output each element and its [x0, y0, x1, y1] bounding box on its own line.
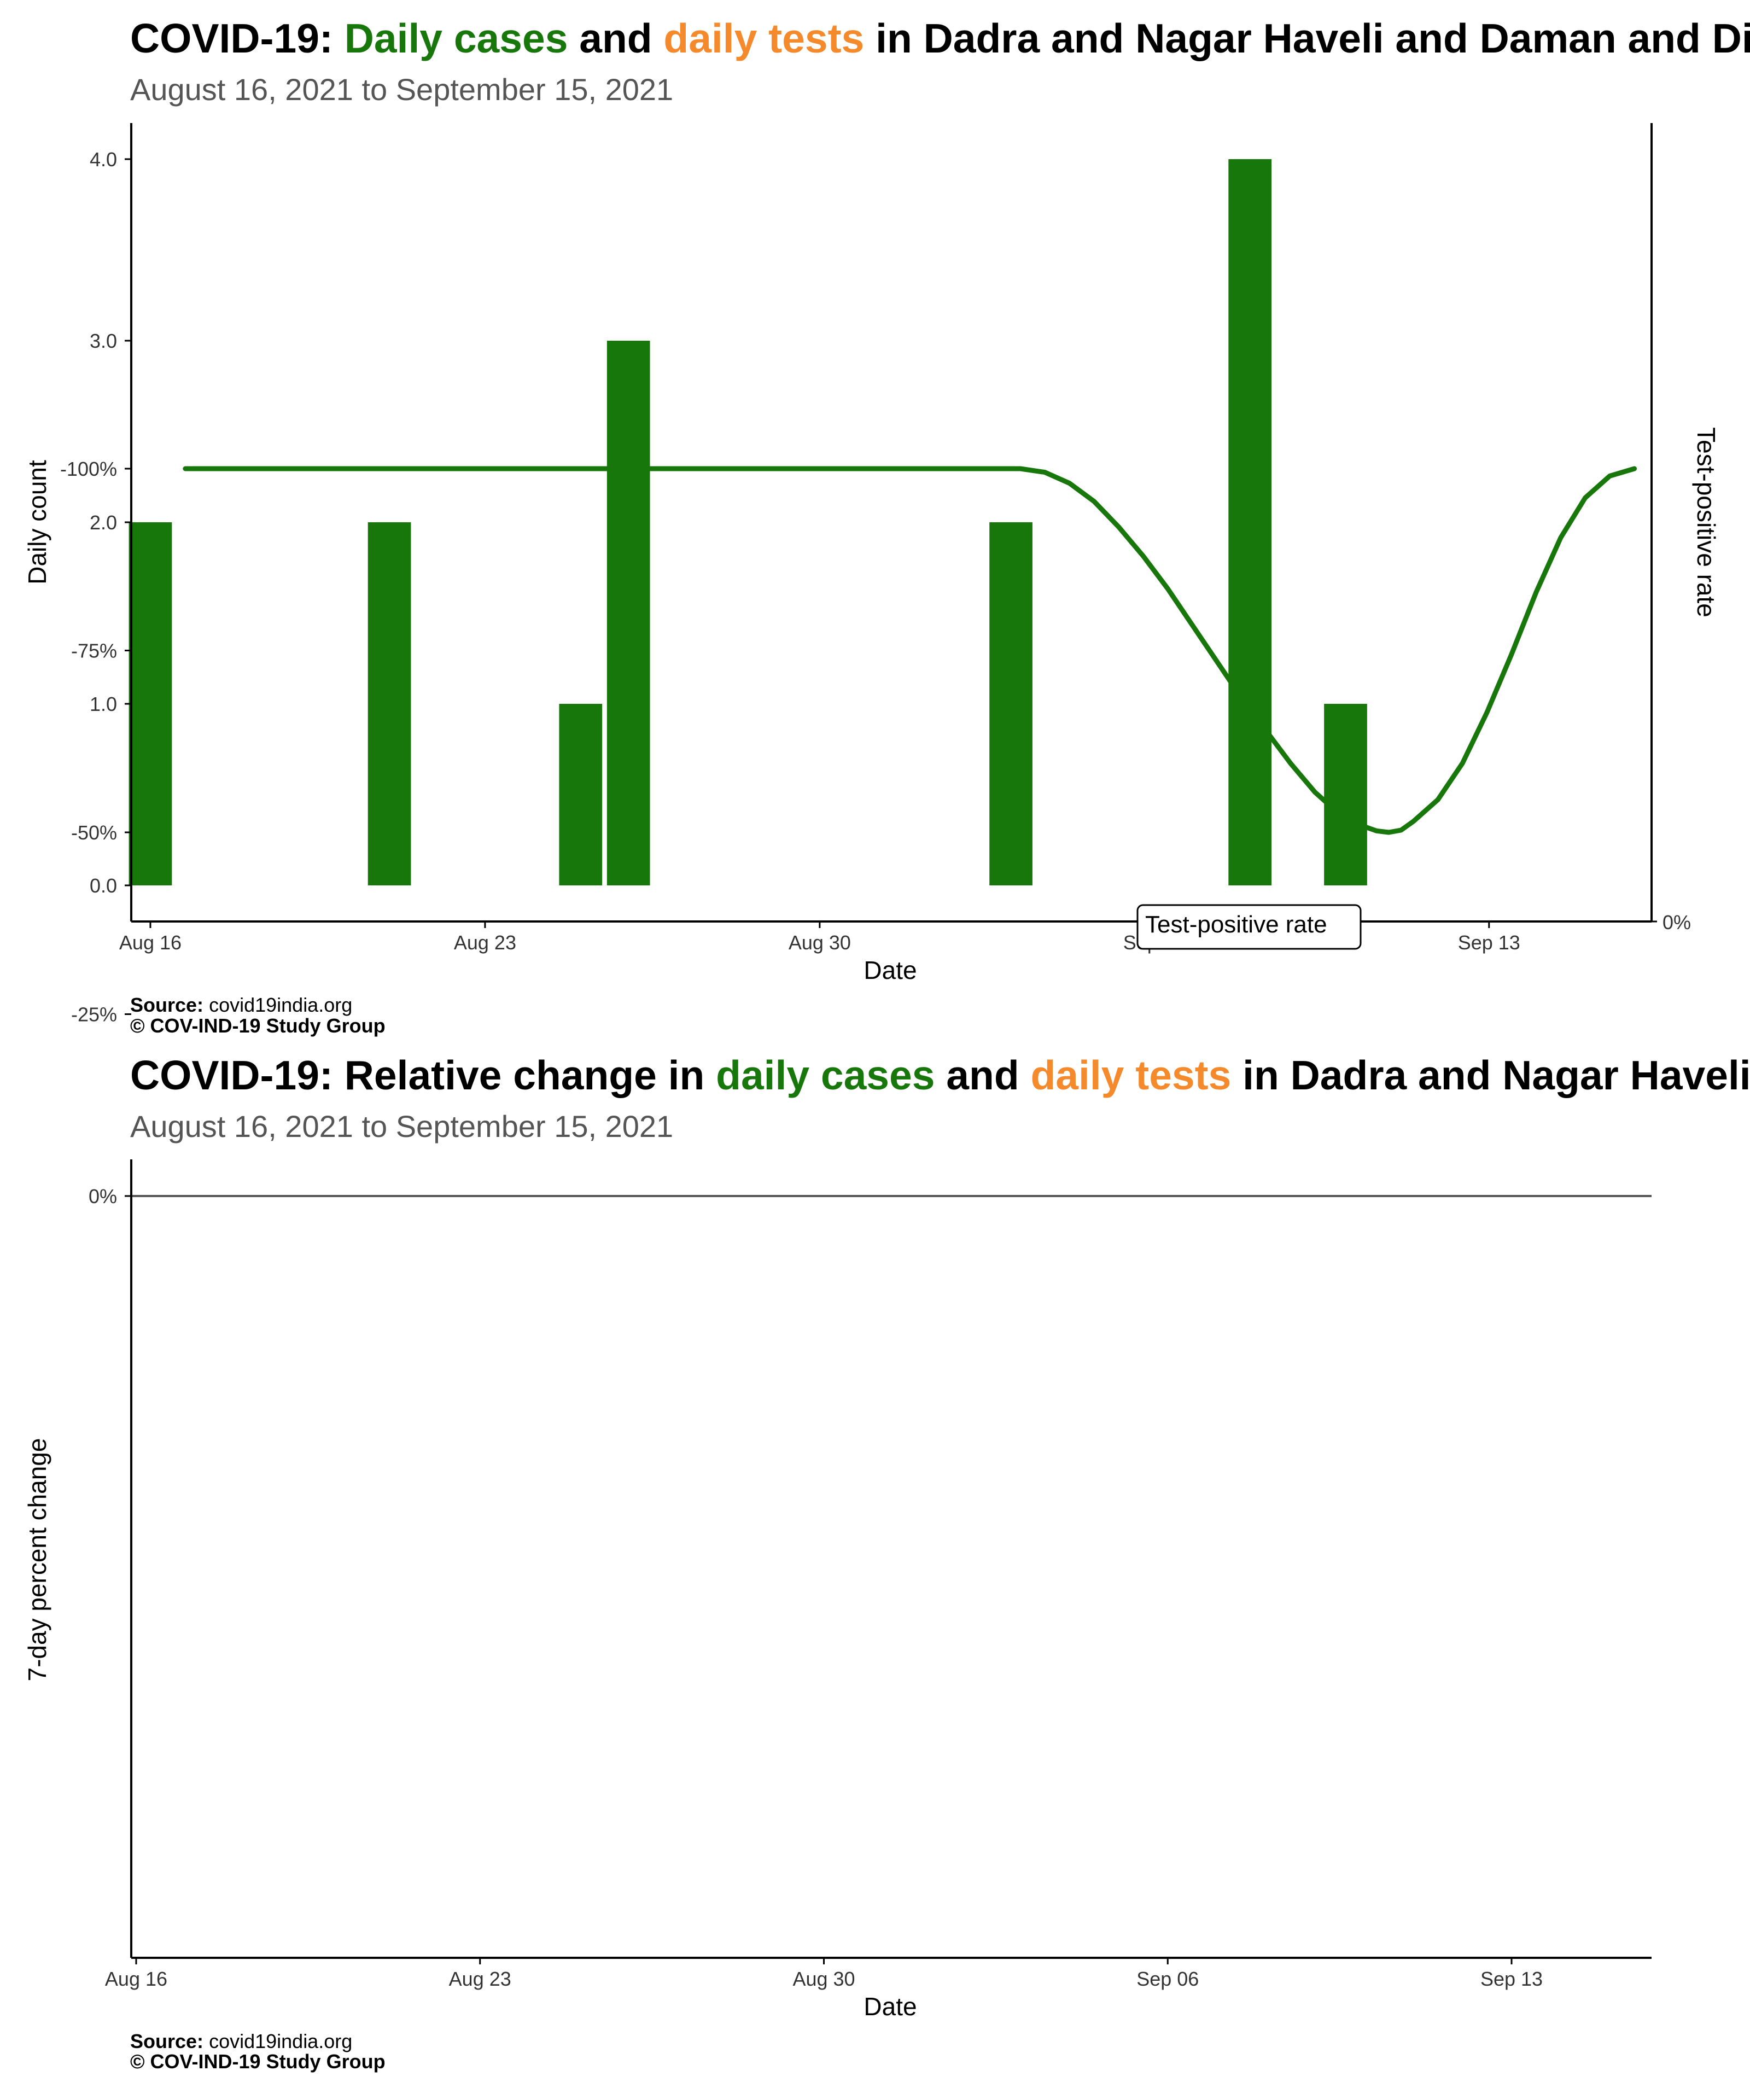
- source-label: Source:: [130, 994, 203, 1016]
- cases-tests-chart: COVID-19: Daily cases and daily tests in…: [23, 15, 1750, 1037]
- y-tick-label: -75%: [71, 640, 117, 662]
- chart1-x-label: Date: [864, 956, 917, 984]
- case-bar: [368, 522, 411, 885]
- y-tick-label: 4.0: [90, 148, 117, 171]
- title-part: in Dadra and Nagar Haveli and Daman and …: [864, 15, 1750, 61]
- chart1-source: Source: covid19india.org: [130, 994, 352, 1016]
- source-label: Source:: [130, 2030, 203, 2052]
- title-part: daily tests: [663, 15, 864, 61]
- case-bar: [1228, 159, 1271, 885]
- y-tick-label: 0.0: [90, 874, 117, 897]
- y-tick-label: -50%: [71, 821, 117, 844]
- x-tick-label: Sep 13: [1480, 1968, 1543, 1990]
- title-part: COVID-19:: [130, 15, 345, 61]
- chart1-copyright: © COV-IND-19 Study Group: [130, 1014, 386, 1037]
- chart2-plot: -100% -75% -50% -25% 0% Aug 16 Aug 23 Aug 30 Se…: [60, 458, 1652, 1990]
- case-bar: [989, 522, 1032, 885]
- chart1-y-ticks: 0.0 1.0 2.0 3.0 4.0: [90, 148, 131, 897]
- case-bar: [1324, 704, 1367, 885]
- legend-frame: [1136, 904, 1362, 950]
- x-tick-label: Aug 16: [105, 1968, 167, 1990]
- relative-change-chart: COVID-19: Relative change in daily cases…: [23, 458, 1750, 2073]
- title-part: and: [568, 15, 663, 61]
- y-tick-label: -25%: [71, 1004, 117, 1026]
- chart2-x-ticks: Aug 16 Aug 23 Aug 30 Sep 06 Sep 13: [105, 1958, 1543, 1990]
- x-tick-label: Aug 30: [789, 931, 851, 954]
- chart1-y2-label: Test-positive rate: [1692, 427, 1720, 617]
- x-tick-label: Sep 06: [1136, 1968, 1199, 1990]
- title-part: Daily cases: [345, 15, 568, 61]
- chart2-y-label: 7-day percent change: [23, 1438, 51, 1682]
- y-tick-label: 3.0: [90, 330, 117, 352]
- chart1-y2-tick-label: 0%: [1662, 911, 1691, 934]
- chart2-title: COVID-19: Relative change in daily cases…: [130, 1052, 1750, 1098]
- x-tick-label: Aug 23: [449, 1968, 511, 1990]
- x-tick-label: Aug 23: [454, 931, 516, 954]
- y-tick-label: -100%: [60, 458, 117, 480]
- chart1-subtitle: August 16, 2021 to September 15, 2021: [130, 72, 673, 107]
- chart2-subtitle: August 16, 2021 to September 15, 2021: [130, 1109, 673, 1144]
- x-tick-label: Aug 30: [792, 1968, 855, 1990]
- chart1-y-label: Daily count: [23, 460, 51, 585]
- chart1-bars: [129, 159, 1367, 885]
- chart1-title: COVID-19: Daily cases and daily tests in…: [130, 15, 1750, 61]
- x-tick-label: Sep 13: [1458, 931, 1520, 954]
- cases-change-line: [183, 466, 1637, 835]
- y-tick-label: 2.0: [90, 511, 117, 534]
- title-part: daily cases: [716, 1052, 935, 1098]
- case-bar: [129, 522, 172, 885]
- chart2-y-ticks: -100% -75% -50% -25% 0%: [60, 458, 131, 1208]
- chart1-legend-box: Test-positive rate: [1136, 904, 1362, 950]
- y-tick-label: 1.0: [90, 693, 117, 715]
- source-text: covid19india.org: [209, 994, 352, 1016]
- title-part: and: [935, 1052, 1030, 1098]
- title-part: COVID-19: Relative change in: [130, 1052, 716, 1098]
- x-tick-label: Aug 16: [119, 931, 182, 954]
- legend-label: Test-positive rate: [1145, 911, 1327, 938]
- title-part: in Dadra and Nagar Haveli and Daman and …: [1231, 1052, 1750, 1098]
- chart2-source: Source: covid19india.org: [130, 2030, 352, 2052]
- case-bar: [559, 704, 603, 885]
- title-part: daily tests: [1030, 1052, 1231, 1098]
- chart2-copyright: © COV-IND-19 Study Group: [130, 2050, 386, 2073]
- source-text: covid19india.org: [209, 2030, 352, 2052]
- case-bar: [606, 341, 650, 885]
- chart2-x-label: Date: [864, 1992, 917, 2021]
- y-tick-label: 0%: [89, 1185, 117, 1208]
